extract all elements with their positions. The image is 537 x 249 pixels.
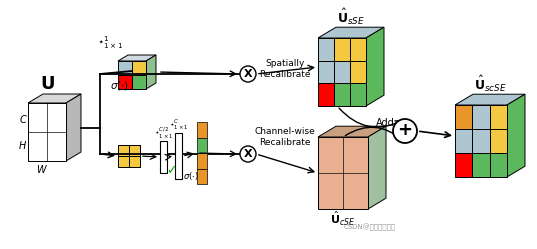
Polygon shape	[318, 137, 368, 209]
Polygon shape	[350, 61, 366, 83]
Polygon shape	[507, 94, 525, 177]
Polygon shape	[28, 103, 66, 161]
Polygon shape	[366, 27, 384, 106]
Polygon shape	[118, 55, 156, 61]
Polygon shape	[66, 94, 81, 161]
Polygon shape	[473, 105, 490, 129]
Text: $W$: $W$	[37, 163, 48, 175]
Text: Channel-wise
Recalibrate: Channel-wise Recalibrate	[255, 127, 315, 147]
Polygon shape	[146, 55, 156, 89]
Text: $\hat{\mathbf{U}}_{cSE}$: $\hat{\mathbf{U}}_{cSE}$	[330, 210, 355, 228]
Polygon shape	[118, 61, 132, 75]
Text: $\mathbf{U}$: $\mathbf{U}$	[40, 75, 54, 93]
Polygon shape	[318, 126, 386, 137]
Text: $\sigma(\cdot)$: $\sigma(\cdot)$	[183, 170, 199, 182]
Text: Spatially
Recalibrate: Spatially Recalibrate	[259, 59, 311, 79]
Polygon shape	[118, 156, 129, 167]
Polygon shape	[318, 38, 334, 61]
Polygon shape	[129, 145, 140, 156]
Text: $\star_{1\times1}^{C/2}$: $\star_{1\times1}^{C/2}$	[154, 125, 173, 141]
Text: $H$: $H$	[18, 139, 27, 151]
Polygon shape	[318, 61, 334, 83]
Circle shape	[393, 119, 417, 143]
Polygon shape	[334, 38, 350, 61]
Text: $C$: $C$	[19, 113, 27, 125]
Text: +: +	[397, 121, 412, 139]
Polygon shape	[334, 83, 350, 106]
Polygon shape	[455, 94, 525, 105]
Bar	[197, 169, 207, 184]
Text: $\star_{1\times1}^{1}$: $\star_{1\times1}^{1}$	[97, 35, 123, 51]
Polygon shape	[129, 156, 140, 167]
Polygon shape	[28, 94, 81, 103]
Polygon shape	[132, 61, 146, 75]
Text: ✓: ✓	[166, 165, 176, 178]
Polygon shape	[490, 129, 507, 153]
Text: X: X	[244, 69, 252, 79]
Polygon shape	[318, 83, 334, 106]
Text: $\hat{\mathbf{U}}_{scSE}$: $\hat{\mathbf{U}}_{scSE}$	[474, 74, 506, 94]
Polygon shape	[350, 38, 366, 61]
Polygon shape	[118, 145, 129, 156]
Polygon shape	[118, 75, 132, 89]
Polygon shape	[368, 126, 386, 209]
Text: Add: Add	[375, 118, 394, 128]
Text: CSDN@买哥的大地主: CSDN@买哥的大地主	[344, 223, 396, 231]
Polygon shape	[350, 83, 366, 106]
Polygon shape	[455, 129, 473, 153]
Circle shape	[240, 146, 256, 162]
Polygon shape	[132, 75, 146, 89]
Text: $\hat{\mathbf{U}}_{sSE}$: $\hat{\mathbf{U}}_{sSE}$	[337, 7, 365, 27]
Polygon shape	[455, 153, 473, 177]
Text: $\sigma(\cdot)$: $\sigma(\cdot)$	[111, 78, 129, 91]
Bar	[197, 153, 207, 169]
Polygon shape	[318, 27, 384, 38]
Bar	[197, 122, 207, 137]
Bar	[197, 137, 207, 153]
Polygon shape	[334, 61, 350, 83]
Polygon shape	[490, 153, 507, 177]
Polygon shape	[455, 105, 473, 129]
Text: X: X	[244, 149, 252, 159]
Text: $\star_{1\times1}^{C}$: $\star_{1\times1}^{C}$	[169, 118, 188, 132]
Polygon shape	[490, 105, 507, 129]
Circle shape	[240, 66, 256, 82]
Polygon shape	[473, 153, 490, 177]
Bar	[160, 141, 167, 173]
Bar	[175, 133, 182, 179]
Polygon shape	[473, 129, 490, 153]
